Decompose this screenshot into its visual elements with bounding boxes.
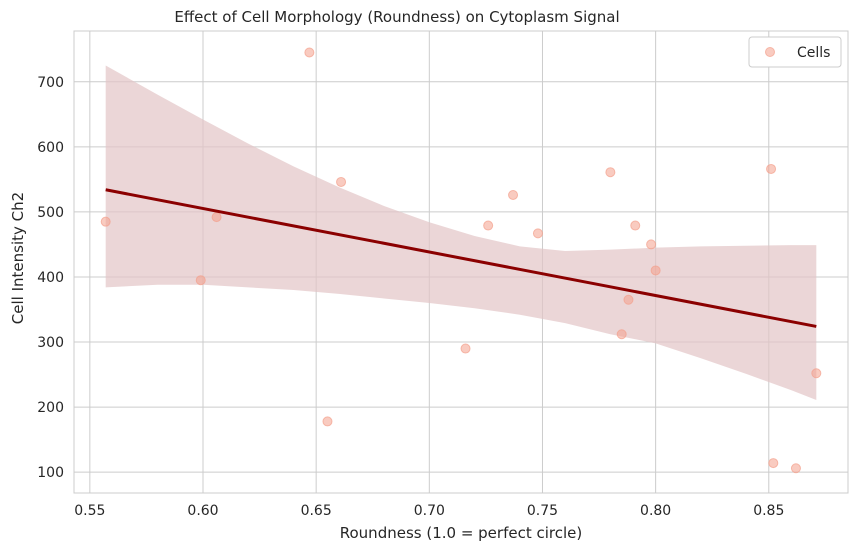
x-tick-label: 0.75: [527, 503, 558, 519]
data-point: [460, 343, 471, 354]
data-point: [650, 265, 661, 276]
x-tick-label: 0.80: [640, 503, 671, 519]
confidence-band-group: [105, 65, 817, 400]
data-point: [304, 47, 315, 58]
data-point: [532, 228, 543, 239]
chart-title: Effect of Cell Morphology (Roundness) on…: [174, 8, 619, 26]
data-point: [100, 216, 111, 227]
data-point: [616, 329, 627, 340]
y-tick-label: 700: [37, 75, 64, 91]
y-tick-label: 300: [37, 335, 64, 351]
data-point: [211, 212, 222, 223]
data-point: [322, 416, 333, 427]
x-tick-label: 0.70: [414, 503, 445, 519]
data-point: [768, 458, 779, 469]
legend-label-cells: Cells: [797, 45, 830, 61]
data-point: [605, 167, 616, 178]
data-point: [483, 220, 494, 231]
y-tick-labels: 100 200 300 400 500 600 700: [37, 75, 64, 481]
x-tick-labels: 0.55 0.60 0.65 0.70 0.75 0.80 0.85: [74, 503, 784, 519]
data-points: [100, 47, 822, 474]
y-tick-label: 600: [37, 140, 64, 156]
data-point: [508, 189, 519, 200]
y-tick-label: 100: [37, 465, 64, 481]
data-point: [623, 294, 634, 305]
data-point: [790, 463, 801, 474]
y-axis-label: Cell Intensity Ch2: [9, 192, 27, 324]
legend: Cells: [748, 36, 842, 68]
data-point: [646, 239, 657, 250]
x-tick-label: 0.55: [74, 503, 105, 519]
legend-box: [748, 36, 842, 68]
x-tick-label: 0.65: [301, 503, 332, 519]
legend-marker: [765, 47, 775, 57]
confidence-band: [105, 65, 817, 400]
data-point: [766, 163, 777, 174]
x-tick-label: 0.85: [753, 503, 784, 519]
data-point: [630, 220, 641, 231]
y-tick-label: 500: [37, 205, 64, 221]
y-tick-label: 400: [37, 270, 64, 286]
data-point: [336, 176, 347, 187]
x-axis-label: Roundness (1.0 = perfect circle): [340, 524, 582, 542]
regression-line: [105, 188, 817, 328]
plot-frame: [73, 30, 849, 494]
x-tick-label: 0.60: [187, 503, 218, 519]
y-tick-label: 200: [37, 400, 64, 416]
data-point: [195, 275, 206, 286]
regression-line-group: [105, 188, 817, 328]
data-point: [811, 368, 822, 379]
